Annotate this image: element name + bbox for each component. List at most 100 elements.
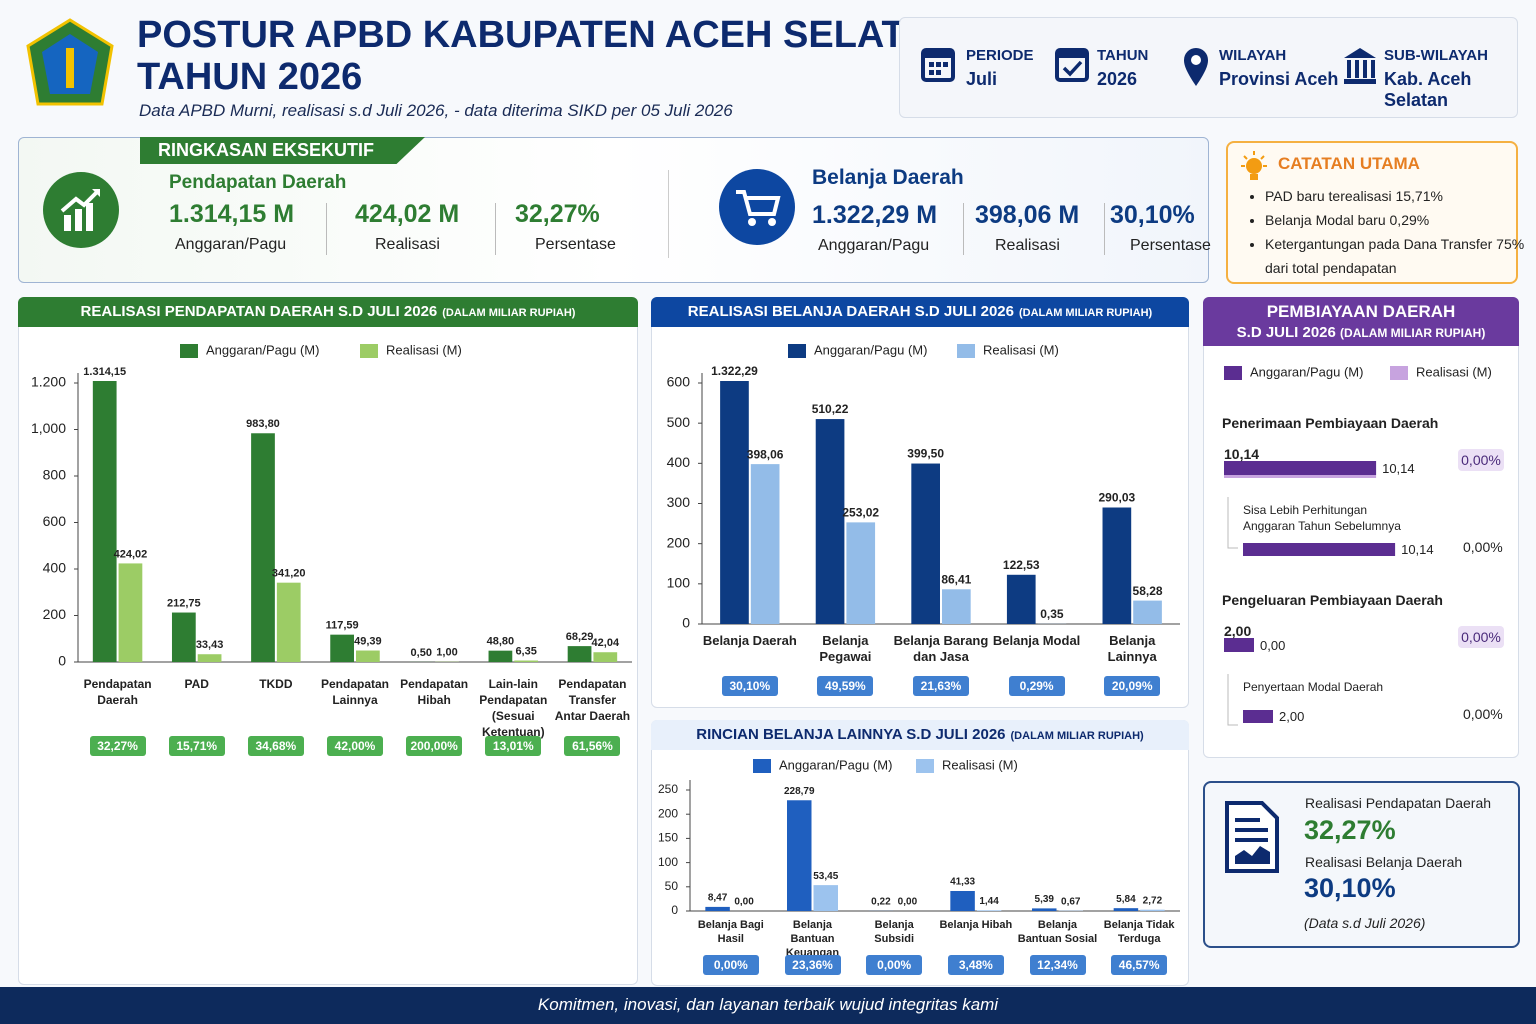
bar (787, 800, 812, 911)
summary-value: 424,02 M (355, 200, 460, 228)
bar (1243, 543, 1396, 556)
y-tick-label: 800 (43, 467, 67, 483)
chart-title: REALISASI BELANJA DAERAH S.D JULI 2026 (D… (651, 297, 1189, 327)
title-text: REALISASI BELANJA DAERAH S.D JULI 2026 (687, 303, 1014, 320)
subtitle: Data APBD Murni, realisasi s.d Juli 2026… (139, 101, 733, 120)
cat-label: Belanja Bagi Hasil (697, 919, 764, 945)
divider (963, 203, 964, 255)
value-label: 10,14 (1382, 461, 1415, 476)
value-label: 10,14 (1401, 542, 1434, 557)
cat-label: Pendapatan Hibah (400, 677, 469, 707)
legend-label: Anggaran/Pagu (M) (206, 342, 319, 357)
percent-pill: 32,27% (89, 736, 146, 756)
value-label: 86,41 (941, 572, 971, 586)
value-label: 122,53 (1003, 558, 1040, 572)
legend-swatch (180, 344, 198, 358)
summary-label: Anggaran/Pagu (175, 236, 287, 253)
percent-pill: 0,00% (866, 955, 923, 975)
value-label: 510,22 (812, 402, 849, 416)
y-tick-label: 250 (658, 782, 678, 796)
bar (1113, 908, 1139, 911)
y-tick-label: 300 (667, 494, 691, 510)
summary-value: 398,06 M (975, 201, 1080, 229)
cat-label: Pendapatan Daerah (83, 677, 152, 707)
notes-list: PAD baru terealisasi 15,71% Belanja Moda… (1248, 184, 1527, 280)
bar (356, 650, 380, 662)
y-tick-label: 100 (667, 575, 691, 591)
value-label: 5,84 (1116, 894, 1136, 905)
filter: WILAYAH Provinsi Aceh (1219, 47, 1339, 89)
calendar-icon (921, 48, 955, 82)
value-label: 10,14 (1224, 446, 1260, 462)
legend-swatch (788, 344, 806, 358)
bar (593, 652, 618, 662)
percent-pill: 200,00% (406, 736, 463, 756)
filter: TAHUN 2026 (1097, 47, 1149, 89)
bar (1224, 638, 1254, 652)
value-label: 6,35 (515, 645, 536, 657)
value-label: 290,03 (1099, 491, 1136, 505)
note: PAD baru terealisasi 15,71% (1265, 184, 1527, 208)
bar (488, 650, 513, 662)
cart-icon (719, 169, 795, 245)
notes-title: CATATAN UTAMA (1278, 154, 1420, 173)
y-tick-label: 600 (43, 513, 67, 529)
value-label: 49,39 (354, 635, 382, 647)
summary-label: Realisasi (995, 237, 1060, 254)
value-label: 212,75 (167, 597, 201, 609)
sub-name: Penyertaan Modal Daerah (1243, 680, 1384, 694)
report-icon (1225, 801, 1279, 873)
value-label: 53,45 (813, 871, 838, 882)
value-label: 0,67 (1061, 896, 1081, 907)
value-label: 0,00 (898, 897, 918, 908)
percent-pill: 20,09% (1104, 676, 1161, 696)
percent-pill: 12,34% (1029, 955, 1086, 975)
percent-pill: 61,56% (564, 736, 621, 756)
value-label: 0,00 (1260, 638, 1286, 653)
value-label: 228,79 (784, 786, 815, 797)
percent-label: 0,00% (1463, 539, 1503, 555)
unit-text: (DALAM MILIAR RUPIAH) (1018, 307, 1153, 319)
y-tick-label: 200 (43, 606, 67, 622)
value-label: 8,47 (708, 893, 728, 904)
legend-swatch (1224, 366, 1242, 380)
percent-pill: 15,71% (168, 736, 225, 756)
cat-label: Belanja Hibah (939, 919, 1013, 931)
value-label: 68,29 (566, 631, 594, 643)
value-label: 2,72 (1143, 895, 1163, 906)
chart-title: REALISASI PENDAPATAN DAERAH S.D JULI 202… (18, 297, 638, 327)
percent-pill: 21,63% (913, 676, 969, 696)
bar (705, 906, 730, 911)
percent-pill: 42,00% (327, 736, 383, 756)
y-tick-label: 200 (667, 534, 691, 550)
y-tick-label: 1,000 (31, 420, 66, 436)
summary-value: 1.322,29 M (812, 201, 938, 229)
summary-value: 30,10% (1110, 201, 1195, 229)
logo (26, 18, 114, 106)
percent-pill: 13,01% (485, 736, 542, 756)
bar (720, 381, 749, 624)
bar (976, 910, 1002, 911)
y-tick-label: 1.200 (31, 374, 66, 390)
value-label: 42,04 (592, 637, 620, 649)
bar (276, 582, 301, 662)
value-label: 983,80 (246, 418, 280, 430)
calendar-check-icon (1055, 48, 1089, 82)
bulb-icon (1241, 151, 1267, 180)
bar (1032, 908, 1057, 911)
legend-label: Anggaran/Pagu (M) (814, 342, 927, 357)
cat-label: Belanja Bantuan Keuangan (785, 919, 840, 959)
legend-label: Anggaran/Pagu (M) (779, 757, 892, 772)
cat-label: Belanja Daerah (702, 633, 797, 648)
summary-badge: RINGKASAN EKSEKUTIF (140, 137, 425, 164)
cat-label: PAD (184, 677, 209, 691)
bar (942, 589, 971, 624)
bar (118, 563, 143, 662)
legend-label: Anggaran/Pagu (M) (1250, 364, 1363, 379)
value-label: 341,20 (272, 568, 306, 580)
bar (330, 634, 354, 662)
bar (1140, 909, 1165, 911)
bar (846, 522, 876, 624)
